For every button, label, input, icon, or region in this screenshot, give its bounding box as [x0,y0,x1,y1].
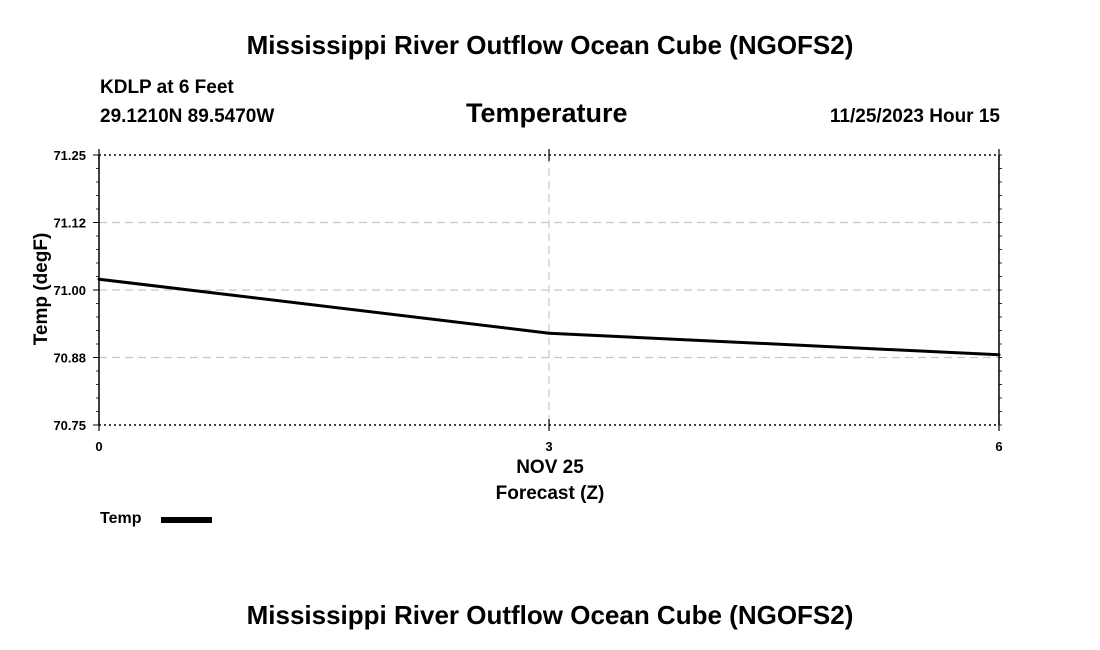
forecast-datetime: 11/25/2023 Hour 15 [829,106,1000,127]
station-coordinates: 29.1210N 89.5470W [100,106,275,127]
temp-data-point [997,353,1001,357]
y-tick-label: 71.25 [53,148,86,163]
x-axis-label: Forecast (Z) [495,483,605,504]
legend-label: Temp [100,510,142,527]
footer-title: Mississippi River Outflow Ocean Cube (NG… [246,600,854,630]
y-tick-label: 70.75 [53,418,86,433]
temp-data-point [547,331,551,335]
y-tick-label: 70.88 [53,351,86,366]
x-tick-label: 6 [995,439,1002,454]
y-tick-label: 71.12 [53,216,86,231]
station-label: KDLP at 6 Feet [100,77,234,98]
y-tick-label: 71.00 [53,283,86,298]
page-title: Mississippi River Outflow Ocean Cube (NG… [246,30,854,60]
x-tick-label: 3 [545,439,552,454]
legend-swatch [161,517,212,523]
temp-data-point [97,277,101,281]
x-axis-date-label: NOV 25 [516,457,584,478]
chart-title: Temperature [466,98,628,128]
x-tick-label: 0 [95,439,102,454]
